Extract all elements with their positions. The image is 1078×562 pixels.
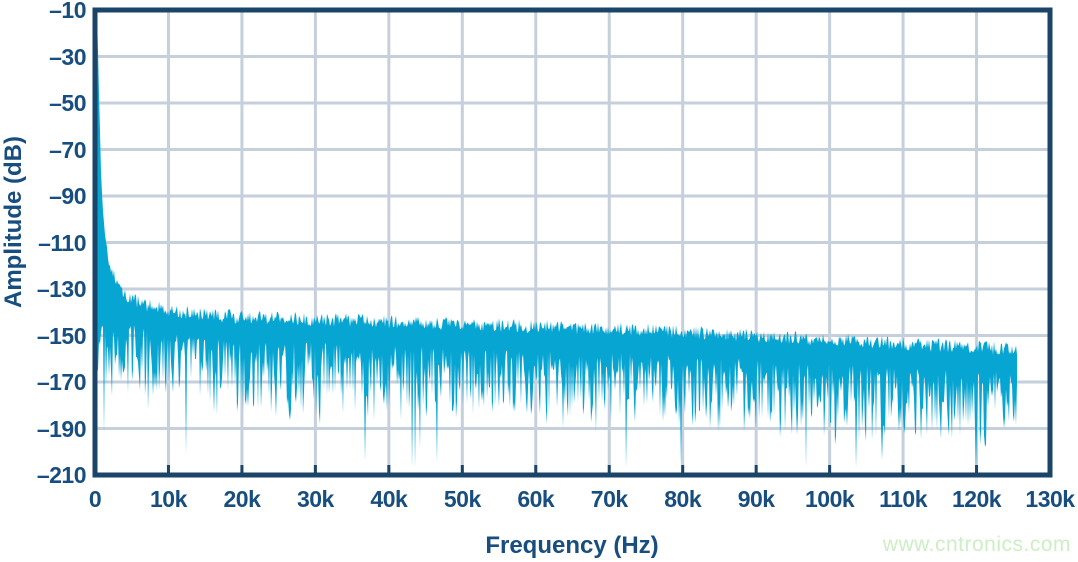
y-tick-label: –50 [49,90,86,116]
noise-trace [96,13,1017,468]
x-tick-label: 90k [737,486,775,512]
x-tick-label: 100k [805,486,855,512]
x-tick-label: 60k [517,486,555,512]
x-tick-label: 110k [879,486,928,512]
x-tick-label: 10k [150,486,187,512]
x-tick-label: 50k [443,486,481,512]
y-tick-label: –150 [36,322,87,349]
y-tick-label: –170 [36,369,87,395]
y-tick-label: –210 [36,462,87,488]
x-tick-label: 130k [1025,486,1075,512]
x-tick-label: 70k [590,486,628,512]
x-tick-label: 30k [296,486,334,512]
grid-lines [95,10,1050,475]
y-tick-label: –70 [49,136,86,163]
watermark: www.cntronics.com [882,533,1071,556]
x-tick-label: 40k [370,486,408,512]
y-tick-label: –90 [49,183,86,209]
x-tick-label: 80k [664,486,702,512]
y-tick-label: –30 [49,43,86,70]
plot-frame [92,7,1053,478]
x-tick-label: 20k [223,486,261,512]
x-axis-title: Frequency (Hz) [485,532,659,559]
x-tick-label: 120k [951,486,1002,512]
y-tick-label: –130 [36,276,87,302]
y-tick-label: –110 [38,229,86,256]
x-axis-ticks [166,465,979,474]
y-tick-label: –190 [36,415,87,442]
x-tick-label: 0 [88,486,102,512]
y-tick-label: –10 [49,0,86,23]
